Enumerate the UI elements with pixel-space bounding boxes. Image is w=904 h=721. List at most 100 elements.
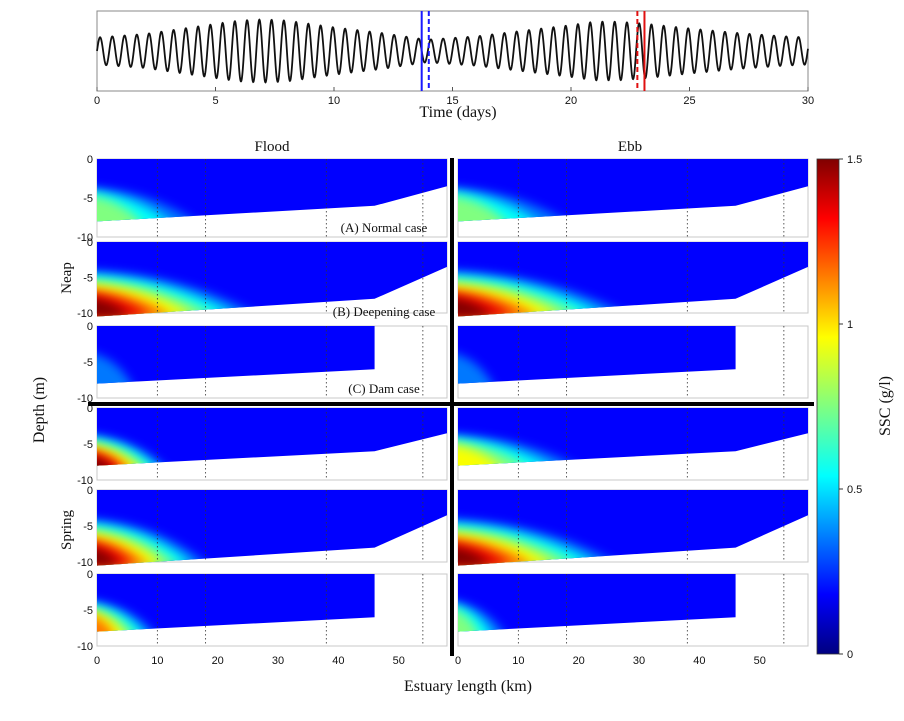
water-domain xyxy=(97,159,447,222)
water-domain xyxy=(97,326,375,384)
colorbar-tick-label: 0.5 xyxy=(847,484,862,496)
depth-tick-label: -10 xyxy=(77,232,93,244)
ssc-contour xyxy=(458,351,495,384)
sediment-plume xyxy=(97,599,158,632)
sediment-plume xyxy=(97,518,218,566)
length-tick-label: 50 xyxy=(393,655,405,667)
column-title-ebb: Ebb xyxy=(618,139,642,155)
depth-tick-label: -5 xyxy=(83,193,93,205)
sediment-plume xyxy=(97,433,170,466)
ssc-contour xyxy=(458,606,479,632)
case-label-normal: (A) Normal case xyxy=(341,220,428,235)
sediment-plume xyxy=(97,351,134,384)
time-tick-label: 10 xyxy=(328,95,340,107)
ssc-panels: 0-5-100-5-100-5-100-5-100-5-100-5-100 10 2… xyxy=(77,154,809,667)
colorbar: 0 0.5 1 1.5 SSC (g/l) xyxy=(816,154,894,661)
time-markers xyxy=(420,11,646,91)
depth-tick-label: -5 xyxy=(83,439,93,451)
length-tick-label: 40 xyxy=(693,655,705,667)
colorbar-ticks: 0 0.5 1 1.5 xyxy=(839,154,862,661)
length-axis-title: Estuary length (km) xyxy=(404,678,532,695)
length-tick-label: 20 xyxy=(573,655,585,667)
length-tick-label: 30 xyxy=(272,655,284,667)
ssc-contour xyxy=(97,351,134,384)
depth-tick-label: 0 xyxy=(87,154,93,166)
length-tick-label: 10 xyxy=(151,655,163,667)
time-axis-title: Time (days) xyxy=(419,104,496,121)
ssc-contour xyxy=(97,545,122,566)
ssc-panel-neap-normal-ebb xyxy=(457,158,809,238)
ssc-contour xyxy=(458,297,497,317)
time-tick-label: 20 xyxy=(565,95,577,107)
length-tick-label: 30 xyxy=(633,655,645,667)
tidal-panel: 0 5 10 15 20 25 30 Time (days) xyxy=(94,10,814,121)
colorbar-tick-label: 1.5 xyxy=(847,154,862,166)
sediment-plume xyxy=(458,351,495,384)
colorbar-label: SSC (g/l) xyxy=(877,376,894,436)
time-tick-label: 0 xyxy=(94,95,100,107)
depth-tick-label: 0 xyxy=(87,321,93,333)
ssc-panel-spring-normal-flood: 0 -5 -10 xyxy=(77,403,448,487)
length-tick-label: 40 xyxy=(332,655,344,667)
ssc-panel-spring-deepening-flood: 0 -5 -10 xyxy=(77,485,448,569)
depth-tick-label: -5 xyxy=(83,273,93,285)
ssc-panel-spring-deepening-ebb xyxy=(457,489,809,566)
water-domain xyxy=(458,326,736,384)
column-title-flood: Flood xyxy=(254,139,290,155)
ssc-contour xyxy=(458,545,495,566)
depth-tick-label: -10 xyxy=(77,475,93,487)
ssc-contour xyxy=(458,444,503,466)
depth-axis-title: Depth (m) xyxy=(31,377,48,443)
water-domain xyxy=(97,408,447,466)
time-tick-label: 25 xyxy=(683,95,695,107)
depth-tick-label: -10 xyxy=(77,308,93,320)
water-domain xyxy=(458,574,736,632)
depth-tick-label: 0 xyxy=(87,569,93,581)
water-domain xyxy=(97,490,447,566)
water-domain xyxy=(97,574,375,632)
colorbar-tick-label: 0 xyxy=(847,649,853,661)
sediment-plume xyxy=(458,187,579,222)
colorbar-tick-label: 1 xyxy=(847,319,853,331)
sediment-plume xyxy=(97,187,206,222)
depth-tick-label: 0 xyxy=(87,237,93,249)
ssc-panel-neap-deepening-flood: 0 -5 -10 xyxy=(77,237,448,320)
row-label-spring: Spring xyxy=(59,510,75,551)
length-tick-label: 50 xyxy=(754,655,766,667)
depth-tick-label: -10 xyxy=(77,641,93,653)
depth-tick-label: 0 xyxy=(87,485,93,497)
ssc-panel-neap-normal-flood: 0 -5 -10 xyxy=(77,154,448,244)
length-tick-label: 10 xyxy=(512,655,524,667)
water-domain xyxy=(458,159,808,222)
sediment-plume xyxy=(458,599,507,632)
water-domain xyxy=(458,408,808,466)
ssc-panel-spring-dam-flood: 0-5-100 10 20 30 40 50 xyxy=(77,569,448,667)
sediment-plume xyxy=(458,433,591,466)
time-ticks: 0 5 10 15 20 25 30 xyxy=(94,87,814,107)
ssc-panel-neap-deepening-ebb xyxy=(457,241,809,317)
time-tick-label: 15 xyxy=(446,95,458,107)
case-label-deepening: (B) Deepening case xyxy=(333,304,436,319)
depth-tick-label: -10 xyxy=(77,557,93,569)
depth-tick-label: -5 xyxy=(83,521,93,533)
depth-tick-label: -5 xyxy=(83,357,93,369)
time-tick-label: 30 xyxy=(802,95,814,107)
ssc-contour xyxy=(97,454,112,466)
ssc-contour xyxy=(97,194,144,222)
ssc-panel-neap-dam-ebb xyxy=(457,325,809,399)
depth-tick-label: -5 xyxy=(83,605,93,617)
ssc-contour xyxy=(97,297,134,317)
colorbar-gradient xyxy=(816,158,840,655)
ssc-panel-neap-dam-flood: 0-5-10 xyxy=(77,321,448,405)
case-label-dam: (C) Dam case xyxy=(348,381,420,396)
ssc-contour xyxy=(458,194,510,222)
ssc-panel-spring-normal-ebb xyxy=(457,407,809,481)
ssc-panel-spring-dam-ebb: 0 10 20 30 40 50 xyxy=(455,573,809,667)
length-tick-label: 0 xyxy=(455,655,461,667)
depth-tick-label: 0 xyxy=(87,403,93,415)
length-tick-label: 20 xyxy=(212,655,224,667)
row-label-neap: Neap xyxy=(59,262,75,294)
length-tick-label: 0 xyxy=(94,655,100,667)
time-tick-label: 5 xyxy=(212,95,218,107)
